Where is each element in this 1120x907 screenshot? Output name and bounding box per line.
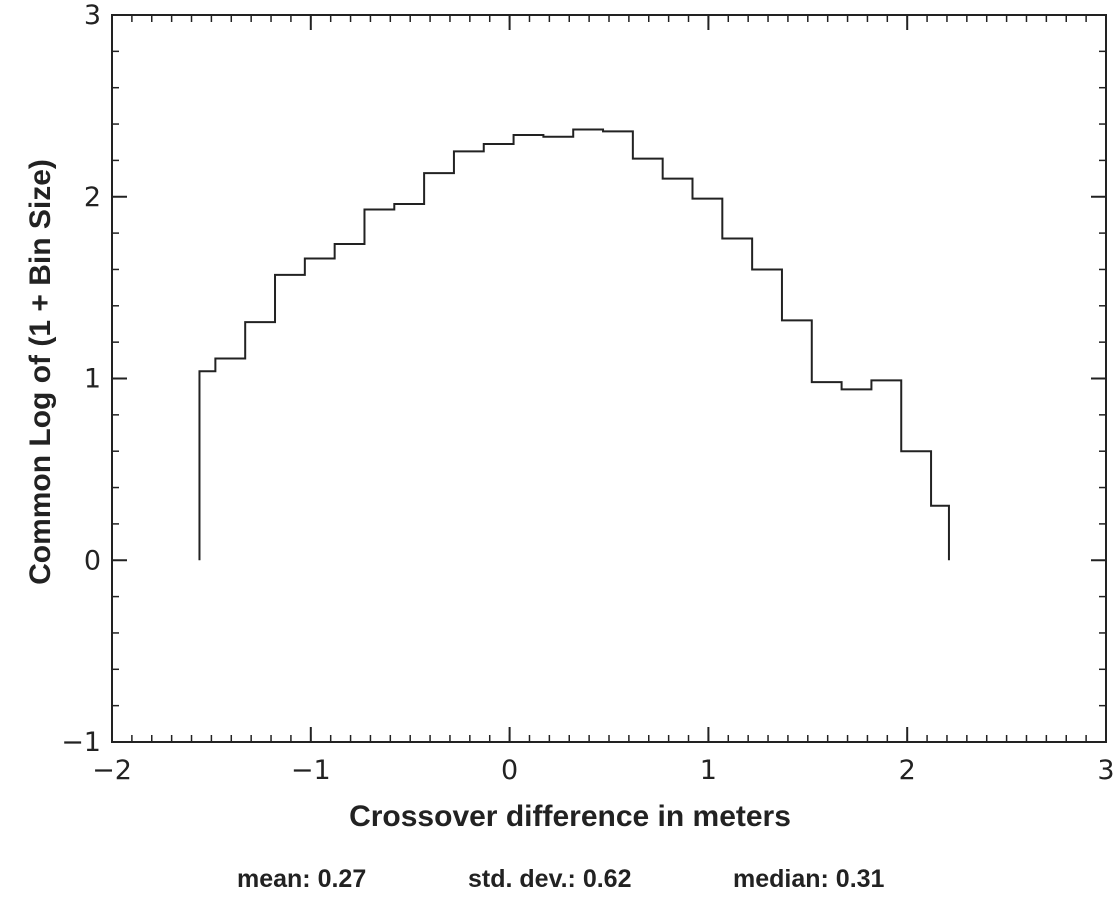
histogram-bin bbox=[215, 359, 245, 561]
histogram-bin bbox=[603, 131, 633, 560]
histogram-bin bbox=[305, 259, 335, 561]
histogram-bin bbox=[454, 151, 484, 560]
y-tick-label: 0 bbox=[84, 545, 101, 576]
histogram-bin bbox=[199, 371, 215, 560]
major-ticks bbox=[111, 14, 1107, 743]
histogram-bin bbox=[245, 322, 275, 560]
y-tick-labels: −1 0 1 2 3 bbox=[61, 0, 101, 758]
x-tick-label: −2 bbox=[92, 755, 132, 786]
x-tick-label: 0 bbox=[501, 755, 518, 786]
stat-std-dev: std. dev.: 0.62 bbox=[468, 865, 632, 893]
x-tick-label: 3 bbox=[1097, 755, 1114, 786]
x-axis-title: Crossover difference in meters bbox=[349, 800, 791, 833]
histogram-bin bbox=[812, 382, 842, 560]
histogram-bins bbox=[199, 130, 948, 561]
histogram-bin bbox=[335, 244, 365, 560]
histogram-bin bbox=[484, 144, 514, 560]
x-tick-label: 1 bbox=[700, 755, 717, 786]
histogram-bin bbox=[275, 275, 305, 560]
x-tick-label: 2 bbox=[899, 755, 916, 786]
x-tick-labels: −2 −1 0 1 2 3 bbox=[92, 755, 1115, 786]
y-axis-title: Common Log of (1 + Bin Size) bbox=[24, 159, 57, 585]
histogram-bin bbox=[931, 506, 949, 561]
histogram-bin bbox=[424, 173, 454, 560]
histogram-bin bbox=[782, 320, 812, 560]
histogram-bin bbox=[514, 135, 544, 560]
histogram-bin bbox=[871, 380, 901, 560]
y-tick-label: 3 bbox=[84, 0, 101, 31]
histogram-bin bbox=[901, 451, 931, 560]
x-tick-label: −1 bbox=[291, 755, 331, 786]
histogram-bin bbox=[633, 159, 663, 561]
stat-mean: mean: 0.27 bbox=[237, 865, 366, 893]
y-tick-label: 2 bbox=[84, 182, 101, 213]
histogram-step-line bbox=[198, 128, 950, 561]
y-tick-label: 1 bbox=[84, 364, 101, 395]
histogram-bin bbox=[543, 137, 573, 560]
histogram-bin bbox=[842, 389, 872, 560]
y-tick-label: −1 bbox=[61, 727, 101, 758]
histogram-bin bbox=[692, 199, 722, 561]
histogram-bin bbox=[663, 179, 693, 561]
histogram-bin bbox=[394, 204, 424, 560]
histogram-bin bbox=[722, 239, 752, 561]
histogram-bin bbox=[573, 130, 603, 561]
histogram-bin bbox=[364, 209, 394, 560]
stat-median: median: 0.31 bbox=[733, 865, 885, 893]
histogram-bin bbox=[752, 269, 782, 560]
